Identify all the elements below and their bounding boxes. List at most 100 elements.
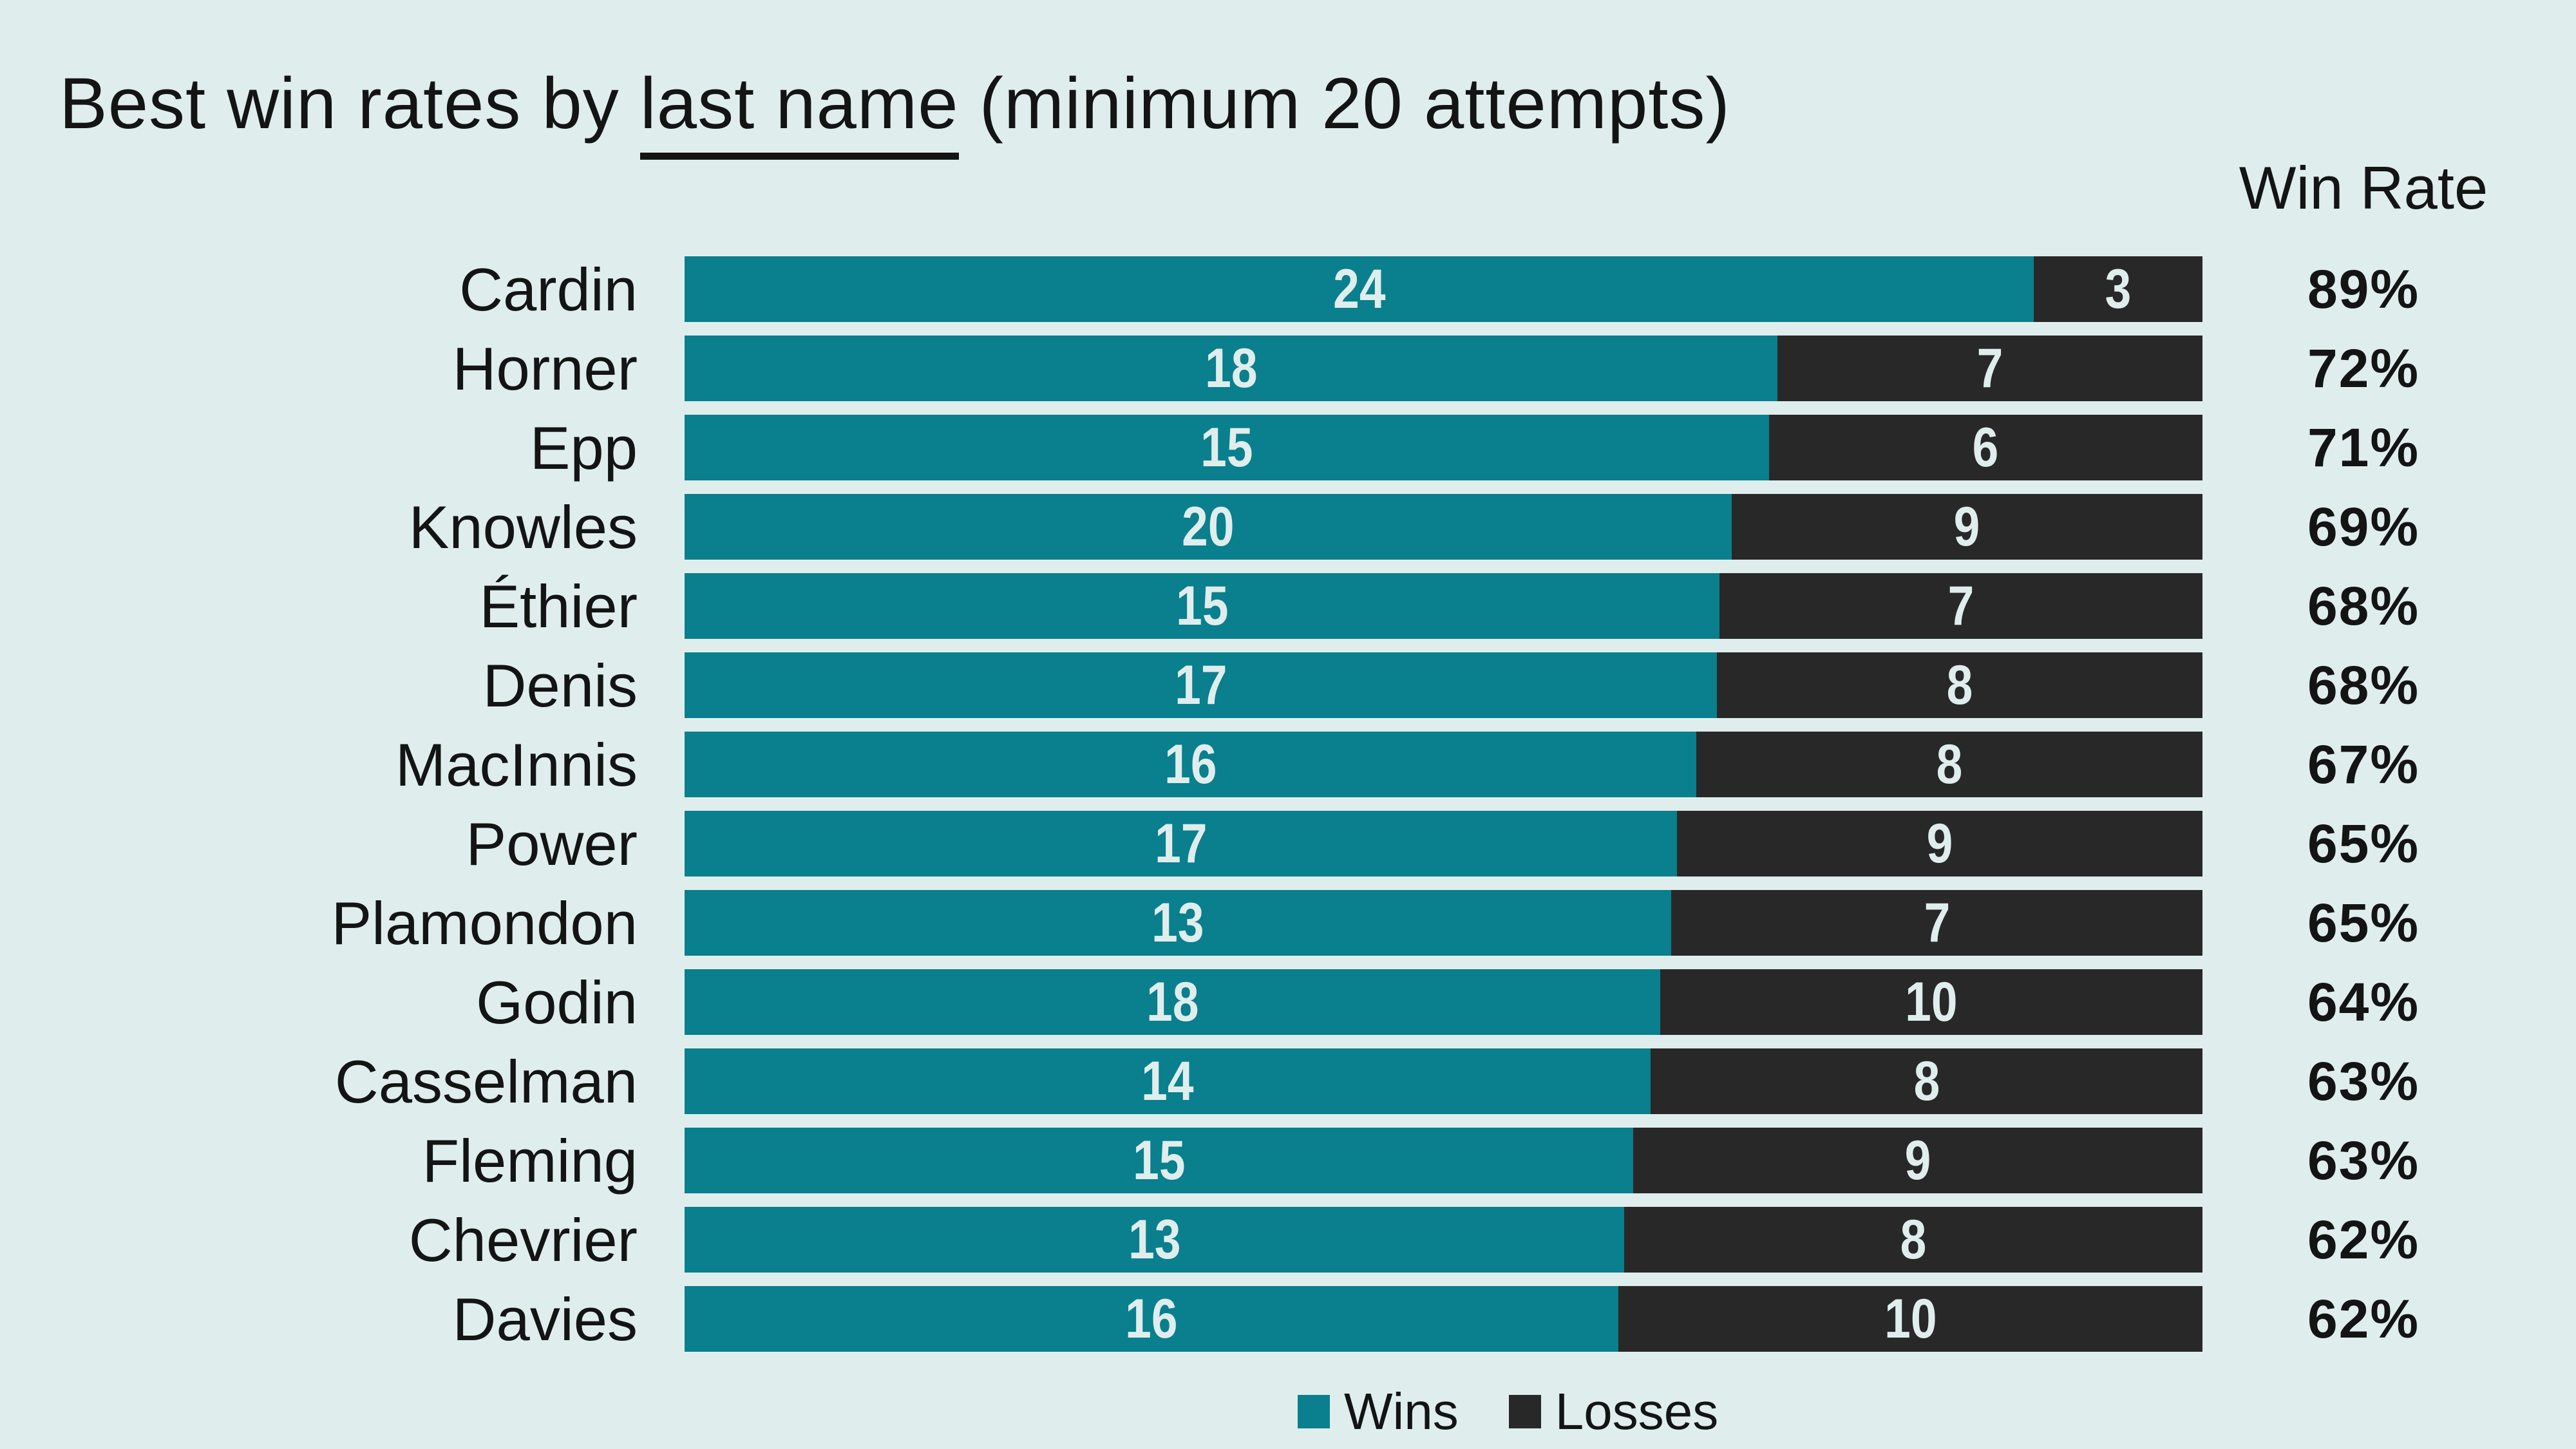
losses-segment: 10 xyxy=(1660,969,2202,1035)
win-rate-value: 72% xyxy=(2307,338,2420,399)
wins-segment-value: 15 xyxy=(1132,1129,1186,1191)
wins-segment: 15 xyxy=(685,415,1769,480)
category-label: Davies xyxy=(452,1285,638,1353)
win-rate-value: 68% xyxy=(2307,576,2420,636)
category-label: Éthier xyxy=(479,573,638,640)
losses-segment-value: 9 xyxy=(1953,495,1980,558)
wins-segment-value: 13 xyxy=(1151,891,1204,954)
wins-segment: 20 xyxy=(685,494,1732,560)
losses-segment: 6 xyxy=(1768,415,2202,480)
title-post: (minimum 20 attempts) xyxy=(958,63,1730,144)
category-label: Epp xyxy=(529,414,638,482)
win-rate-value: 62% xyxy=(2307,1289,2420,1349)
wins-segment: 15 xyxy=(685,1128,1634,1193)
wins-segment-value: 18 xyxy=(1204,337,1258,399)
losses-segment-value: 10 xyxy=(1884,1287,1937,1350)
wins-segment-value: 16 xyxy=(1125,1287,1178,1350)
wins-segment-value: 15 xyxy=(1200,416,1253,478)
wins-segment: 18 xyxy=(685,336,1778,401)
win-rate-value: 63% xyxy=(2307,1130,2420,1191)
wins-segment: 16 xyxy=(685,1286,1619,1352)
category-label: Chevrier xyxy=(408,1206,638,1274)
chart-row: Denis 17 8 68% xyxy=(0,652,2524,719)
legend-item-wins: Wins xyxy=(1298,1382,1459,1441)
chart-row: Epp 15 6 71% xyxy=(0,414,2524,482)
losses-segment: 3 xyxy=(2034,256,2202,322)
wins-segment: 16 xyxy=(685,732,1697,797)
losses-segment: 8 xyxy=(1696,732,2202,797)
stacked-bar: 17 8 xyxy=(685,652,2202,718)
legend: Wins Losses xyxy=(1298,1382,1718,1441)
stacked-bar: 13 7 xyxy=(685,890,2202,956)
win-rate-value: 63% xyxy=(2307,1051,2420,1112)
wins-segment: 14 xyxy=(685,1048,1651,1114)
win-rate-value: 71% xyxy=(2307,417,2420,478)
losses-segment: 7 xyxy=(1719,573,2202,639)
losses-segment-value: 10 xyxy=(1905,971,1958,1033)
win-rate-value: 69% xyxy=(2307,497,2420,557)
wins-segment-value: 13 xyxy=(1128,1208,1181,1271)
losses-segment: 8 xyxy=(1650,1048,2202,1114)
chart-row: Fleming 15 9 63% xyxy=(0,1127,2524,1195)
losses-segment: 10 xyxy=(1618,1286,2202,1352)
wins-segment-value: 14 xyxy=(1141,1050,1194,1112)
wins-segment-value: 15 xyxy=(1175,574,1229,637)
category-label: Plamondon xyxy=(331,889,638,957)
legend-wins-label: Wins xyxy=(1344,1383,1459,1440)
stacked-bar: 24 3 xyxy=(685,256,2202,322)
title-underlined-phrase: last name xyxy=(639,63,959,160)
legend-losses-label: Losses xyxy=(1555,1383,1719,1440)
chart-row: Plamondon 13 7 65% xyxy=(0,889,2524,957)
category-label: Knowles xyxy=(408,493,638,561)
win-rate-value: 89% xyxy=(2307,259,2420,319)
stacked-bar: 15 7 xyxy=(685,573,2202,639)
losses-segment-value: 6 xyxy=(1972,416,1999,478)
losses-segment-value: 7 xyxy=(1924,891,1950,954)
losses-segment-value: 9 xyxy=(1904,1129,1931,1191)
losses-segment-value: 8 xyxy=(1946,654,1973,716)
stacked-bar: 20 9 xyxy=(685,494,2202,560)
wins-segment-value: 24 xyxy=(1332,258,1386,320)
chart-row: Godin 18 10 64% xyxy=(0,969,2524,1036)
wins-segment-value: 20 xyxy=(1182,495,1235,558)
chart-row: Power 17 9 65% xyxy=(0,811,2524,878)
wins-segment: 17 xyxy=(685,811,1678,876)
chart-row: Éthier 15 7 68% xyxy=(0,573,2524,640)
chart-row: Chevrier 13 8 62% xyxy=(0,1206,2524,1274)
losses-segment: 9 xyxy=(1731,494,2202,560)
win-rate-value: 64% xyxy=(2307,972,2420,1032)
wins-swatch-icon xyxy=(1298,1395,1330,1428)
losses-segment-value: 7 xyxy=(1976,337,2003,399)
wins-segment-value: 17 xyxy=(1174,654,1227,716)
stacked-bar: 17 9 xyxy=(685,811,2202,876)
wins-segment: 18 xyxy=(685,969,1661,1035)
category-label: Denis xyxy=(482,652,638,719)
stacked-bar: 14 8 xyxy=(685,1048,2202,1114)
chart-row: Casselman 14 8 63% xyxy=(0,1048,2524,1115)
losses-segment: 7 xyxy=(1671,890,2202,956)
chart-row: Davies 16 10 62% xyxy=(0,1285,2524,1353)
wins-segment: 24 xyxy=(685,256,2034,322)
losses-segment-value: 7 xyxy=(1947,574,1975,637)
stacked-bar: 16 8 xyxy=(685,732,2202,797)
losses-segment: 8 xyxy=(1716,652,2202,718)
title-pre: Best win rates by xyxy=(59,63,640,144)
losses-segment-value: 9 xyxy=(1926,812,1953,875)
win-rate-value: 67% xyxy=(2307,734,2420,795)
losses-segment-value: 8 xyxy=(1913,1050,1940,1112)
chart-row: Horner 18 7 72% xyxy=(0,336,2524,402)
stacked-bar: 16 10 xyxy=(685,1286,2202,1352)
losses-swatch-icon xyxy=(1508,1395,1541,1428)
stacked-bar: 13 8 xyxy=(685,1207,2202,1273)
wins-segment: 17 xyxy=(685,652,1717,718)
category-label: Fleming xyxy=(422,1127,638,1195)
category-label: MacInnis xyxy=(395,731,638,799)
stacked-bar: 15 9 xyxy=(685,1128,2202,1193)
win-rate-value: 68% xyxy=(2307,655,2420,715)
losses-segment: 8 xyxy=(1624,1207,2202,1273)
wins-segment-value: 18 xyxy=(1146,971,1199,1033)
stacked-bar: 18 7 xyxy=(685,336,2202,401)
bar-rows-container: Cardin 24 3 89% Horner 18 7 72% Epp 15 6 71% Knowles… xyxy=(0,256,2524,1353)
wins-segment: 13 xyxy=(685,1207,1625,1273)
stacked-bar: 15 6 xyxy=(685,415,2202,480)
